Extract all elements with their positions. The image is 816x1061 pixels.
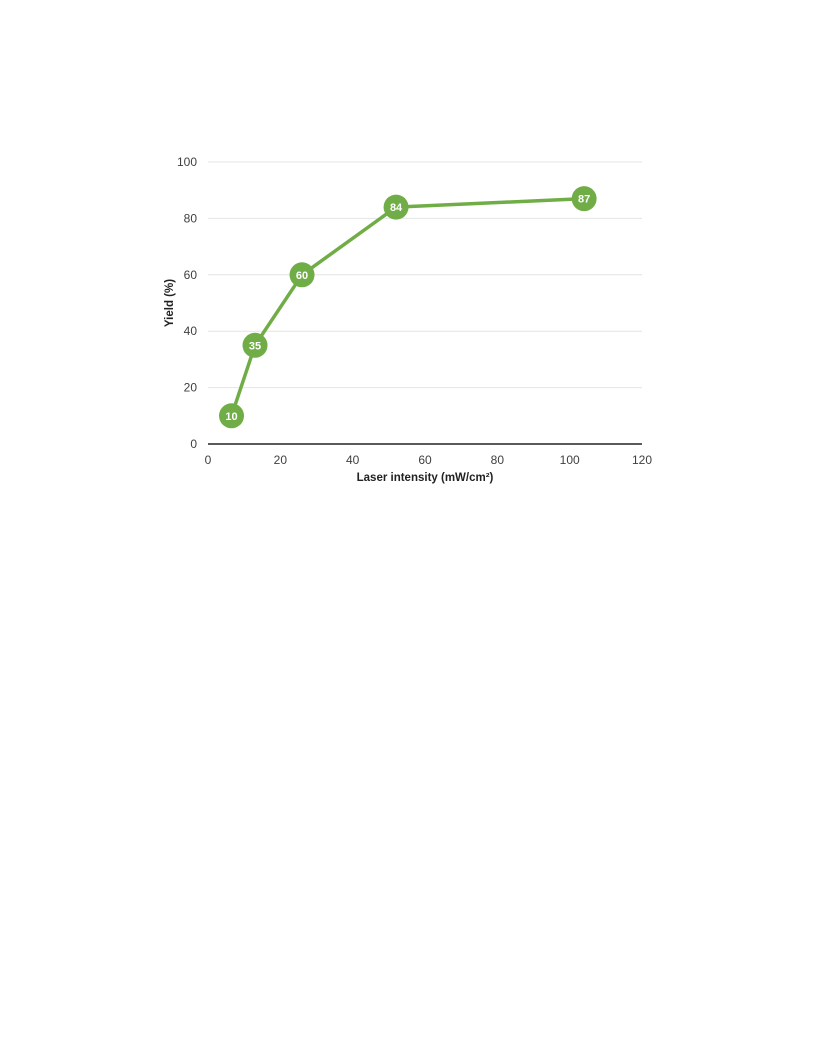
- x-tick-label: 80: [491, 453, 505, 467]
- x-tick-label: 120: [632, 453, 652, 467]
- axes: 0 20 40 60 80 100 0 20 40 60 80 100 120: [177, 155, 652, 467]
- data-label: 84: [390, 202, 403, 214]
- x-tick-label: 20: [274, 453, 288, 467]
- data-label: 87: [578, 194, 590, 206]
- series: [219, 186, 597, 429]
- y-tick-label: 0: [190, 437, 197, 451]
- y-tick-label: 20: [184, 381, 198, 395]
- series-line: [229, 196, 586, 418]
- data-label: 35: [249, 340, 261, 352]
- y-tick-label: 100: [177, 155, 197, 169]
- gridlines: [208, 161, 642, 389]
- x-tick-label: 40: [346, 453, 360, 467]
- y-tick-label: 40: [184, 324, 198, 338]
- data-point-marker: [289, 262, 315, 288]
- data-point-marker: [219, 403, 245, 429]
- y-axis-title: Yield (%): [164, 279, 176, 327]
- labels: 10 35 60 84 87: [225, 194, 590, 423]
- x-tick-label: 100: [560, 453, 580, 467]
- data-point-marker: [242, 332, 268, 358]
- x-tick-label: 60: [418, 453, 432, 467]
- y-tick-label: 80: [184, 211, 198, 225]
- y-tick-label: 60: [184, 268, 198, 282]
- x-axis-title: Laser intensity (mW/cm²): [357, 472, 494, 484]
- data-label: 10: [225, 411, 237, 423]
- data-label: 60: [296, 270, 308, 282]
- data-point-marker: [383, 194, 409, 220]
- x-tick-label: 0: [205, 453, 212, 467]
- data-point-marker: [571, 186, 597, 212]
